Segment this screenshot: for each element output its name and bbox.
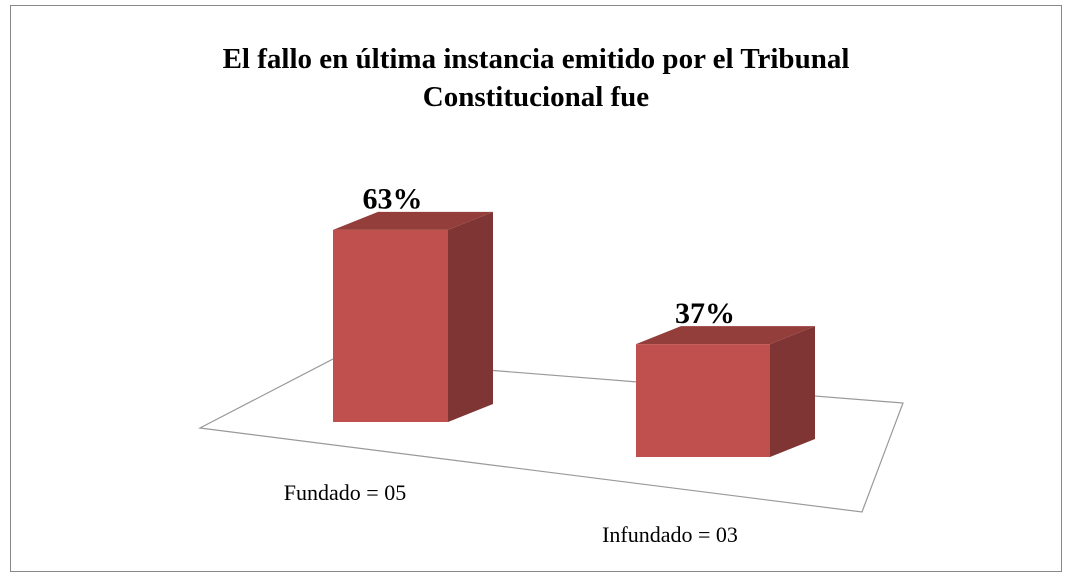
data-label: 37% xyxy=(675,297,735,330)
x-tick-label: Fundado = 05 xyxy=(284,480,406,505)
bar-top xyxy=(636,326,815,345)
data-label: 63% xyxy=(363,183,423,216)
bar xyxy=(636,344,770,457)
chart-border xyxy=(10,5,1062,572)
bar-side xyxy=(770,326,815,457)
bar xyxy=(333,229,448,422)
bar-top xyxy=(333,211,493,230)
x-tick-label: Infundado = 03 xyxy=(602,522,738,547)
chart-title: El fallo en última instancia emitido por… xyxy=(222,43,850,113)
bar-side xyxy=(448,211,493,422)
